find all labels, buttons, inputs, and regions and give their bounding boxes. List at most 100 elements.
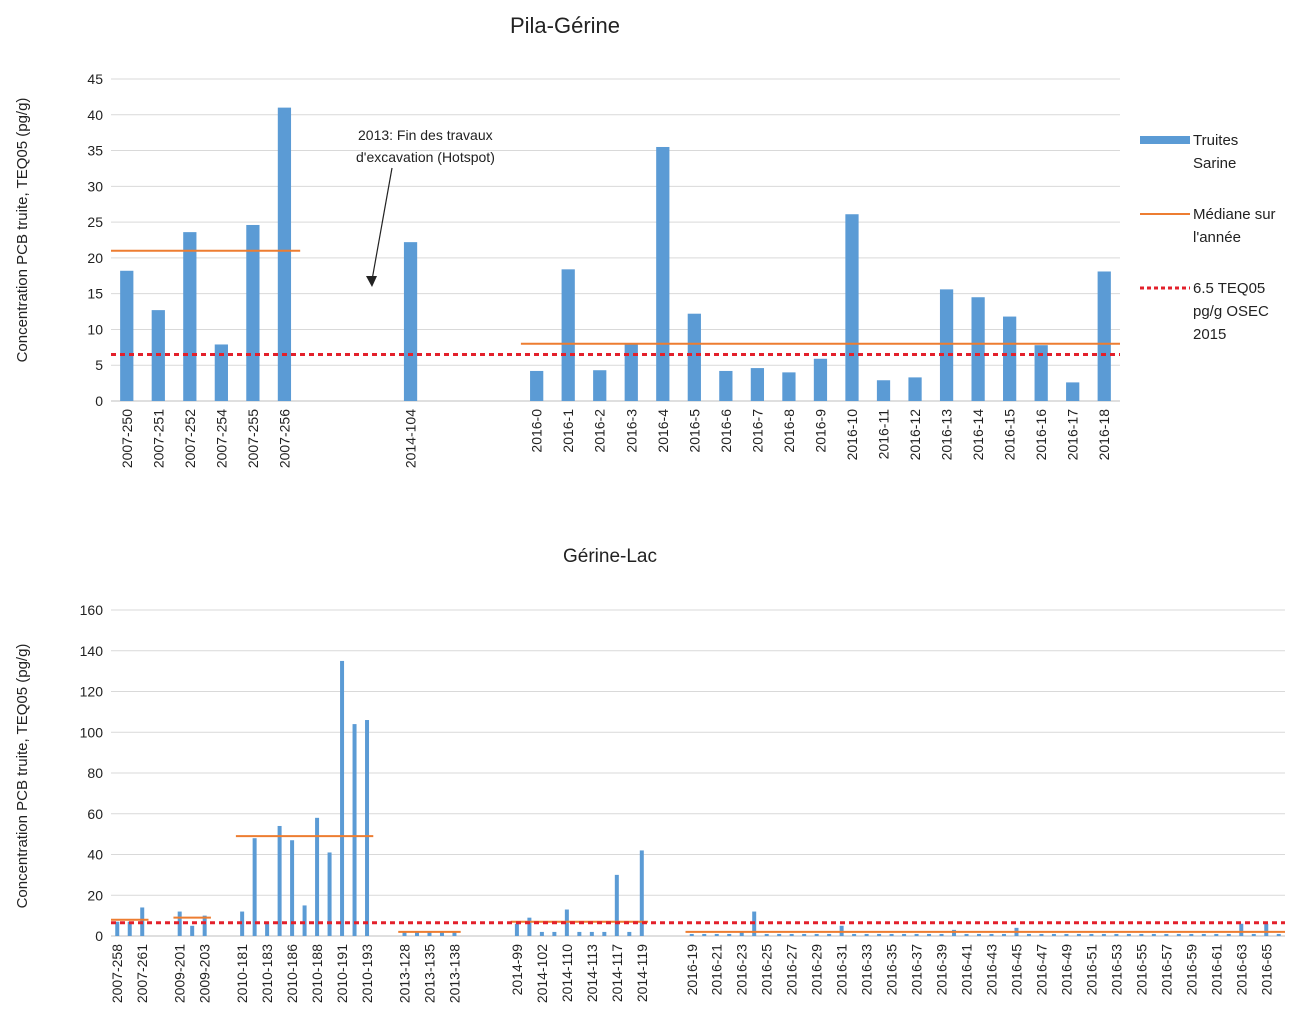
legend-label-median-2: l'année	[1193, 229, 1241, 246]
x-tick-label-2016-37: 2016-37	[909, 944, 925, 996]
x-tick-label-2016-23: 2016-23	[734, 944, 750, 996]
bar-2016-21	[714, 933, 719, 936]
x-tick-label-2016-29: 2016-29	[809, 944, 825, 996]
bar-2016-56	[1151, 933, 1156, 936]
bar-2016-16	[1034, 345, 1048, 401]
x-tick-label-2016-25: 2016-25	[759, 944, 775, 996]
legend-label-bars-1: Truites	[1193, 132, 1238, 149]
bar-2013-135	[427, 931, 432, 936]
bar-2014-113	[589, 931, 594, 936]
bar-2016-6	[719, 370, 733, 401]
x-tick-label-2016-6: 2016-6	[718, 409, 734, 453]
x-tick-label-2016-9: 2016-9	[812, 409, 828, 453]
chart-gerine-lac: Gérine-Lac Concentration PCB truite, TEQ…	[14, 546, 1285, 1003]
chart-title-pila-gerine: Pila-Gérine	[510, 13, 620, 38]
bar-2016-11	[876, 380, 891, 401]
y-tick-label-5: 5	[95, 357, 103, 373]
bar-2007-254	[214, 344, 228, 401]
x-tick-label-2007-254: 2007-254	[213, 409, 229, 468]
x-tick-label-2016-11: 2016-11	[876, 409, 892, 460]
annotation-arrow-line	[371, 167, 393, 281]
bar-2016-27	[789, 933, 794, 936]
bar-2016-3	[624, 344, 638, 401]
bar-2010-183	[265, 921, 270, 936]
x-tick-label-2016-57: 2016-57	[1158, 944, 1174, 996]
bar-2016-2	[593, 370, 607, 401]
bar-2016-64	[1251, 933, 1256, 936]
bar-2009-203	[202, 915, 207, 936]
bar-2016-28	[802, 933, 807, 936]
bar-2014-110	[564, 909, 569, 936]
x-tick-label-2016-14: 2016-14	[970, 409, 986, 461]
x-tick-label-2016-3: 2016-3	[623, 409, 639, 453]
legend-swatch-bars	[1140, 136, 1190, 144]
bar-2013-128	[402, 931, 407, 936]
bar-2014-99	[514, 923, 519, 936]
bar-2016-8	[782, 372, 796, 401]
x-tick-label-2016-53: 2016-53	[1108, 944, 1124, 996]
x-tick-label-2016-4: 2016-4	[655, 409, 671, 453]
bar-2016-61	[1214, 933, 1219, 936]
x-tick-label-2014-113: 2014-113	[584, 944, 600, 1002]
bar-2016-18	[1097, 271, 1111, 401]
bar-2016-65	[1264, 923, 1269, 936]
bar-2016-66	[1276, 933, 1281, 936]
bar-2016-52	[1101, 933, 1106, 936]
x-tick-label-2016-7: 2016-7	[749, 409, 765, 453]
bar-2016-62	[1226, 933, 1231, 936]
bar-2016-29	[814, 933, 819, 936]
x-tick-label-2014-104: 2014-104	[403, 409, 419, 468]
bar-2010-187	[302, 905, 307, 936]
bar-2016-4	[656, 146, 670, 401]
bar-2016-47	[1039, 933, 1044, 936]
y-tick-label-40: 40	[87, 107, 103, 123]
bar-2016-40	[952, 929, 957, 936]
bar-2007-250	[120, 270, 134, 401]
legend-label-bars-2: Sarine	[1193, 155, 1236, 172]
bar-2016-35	[889, 933, 894, 936]
x-tick-label-2016-13: 2016-13	[939, 409, 955, 461]
x-tick-label-2016-1: 2016-1	[560, 409, 576, 453]
bar-2010-181	[240, 911, 245, 936]
annotation-line-1: 2013: Fin des travaux	[358, 127, 493, 143]
legend-label-threshold-3: 2015	[1193, 326, 1226, 343]
x-tick-label-2016-18: 2016-18	[1096, 409, 1112, 461]
x-tick-label-2009-201: 2009-201	[172, 944, 188, 1003]
bar-2016-0	[530, 370, 544, 401]
x-tick-label-2016-33: 2016-33	[859, 944, 875, 996]
bar-2016-31	[839, 925, 844, 936]
x-tick-label-2014-110: 2014-110	[559, 944, 575, 1002]
bar-2016-1	[561, 269, 575, 401]
x-tick-label-2016-47: 2016-47	[1033, 944, 1049, 996]
y-tick-label-20: 20	[87, 250, 103, 266]
x-tick-label-2010-181: 2010-181	[234, 944, 250, 1003]
x-tick-label-2016-17: 2016-17	[1065, 409, 1081, 461]
bar-2016-51	[1089, 933, 1094, 936]
bar-2014-102	[539, 931, 544, 936]
y-tick-label-140: 140	[80, 643, 104, 659]
y-tick-label-45: 45	[87, 71, 103, 87]
bar-2016-53	[1114, 933, 1119, 936]
bar-2016-15	[1003, 316, 1017, 401]
annotation-excavation: 2013: Fin des travaux d'excavation (Hots…	[356, 127, 495, 287]
x-tick-label-2010-191: 2010-191	[334, 944, 350, 1003]
bar-2016-37	[914, 933, 919, 936]
legend-label-threshold-2: pg/g OSEC	[1193, 303, 1269, 320]
bar-2014-115	[602, 931, 607, 936]
x-tick-label-2007-250: 2007-250	[119, 409, 135, 468]
x-tick-label-2010-186: 2010-186	[284, 944, 300, 1003]
x-tick-label-2016-41: 2016-41	[959, 944, 975, 996]
bar-2016-49	[1064, 933, 1069, 936]
x-tick-label-2016-2: 2016-2	[592, 409, 608, 453]
x-tick-label-2016-35: 2016-35	[884, 944, 900, 996]
x-tick-label-2016-8: 2016-8	[781, 409, 797, 453]
bar-2016-30	[827, 933, 832, 936]
bar-2016-13	[939, 289, 954, 401]
x-tick-label-2010-193: 2010-193	[359, 944, 375, 1003]
bar-2010-184	[277, 825, 282, 936]
x-tick-label-2014-102: 2014-102	[534, 944, 550, 1003]
bar-2016-58	[1176, 933, 1181, 936]
bar-2016-36	[902, 933, 907, 936]
bar-2013-138	[452, 931, 457, 936]
